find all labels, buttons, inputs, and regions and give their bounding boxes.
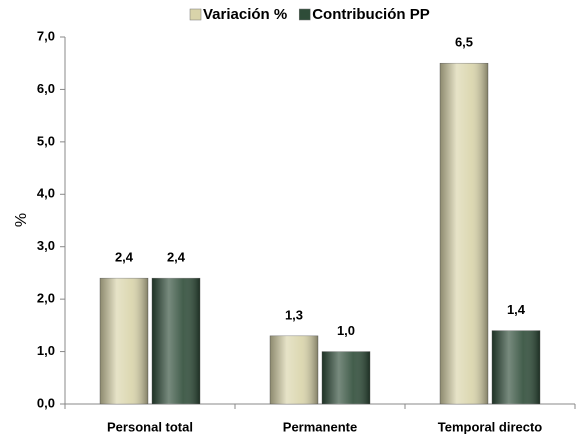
y-tick-label: 5,0: [37, 133, 55, 148]
bar: [491, 330, 541, 405]
bar: [269, 335, 319, 405]
y-tick-label: 6,0: [37, 81, 55, 96]
y-tick-label: 1,0: [37, 343, 55, 358]
value-label: 1,4: [507, 302, 526, 317]
value-label: 1,3: [285, 307, 303, 322]
value-label: 6,5: [455, 35, 473, 50]
x-tick-label: Temporal directo: [438, 419, 543, 434]
value-label: 1,0: [337, 323, 355, 338]
legend-label: Variación %: [203, 6, 287, 23]
bar: [99, 277, 149, 405]
y-tick-label: 0,0: [37, 395, 55, 410]
y-tick-label: 3,0: [37, 238, 55, 253]
bar: [151, 277, 201, 405]
legend-swatch: [189, 8, 202, 21]
x-tick-label: Permanente: [283, 419, 357, 434]
y-tick-label: 7,0: [37, 28, 55, 43]
bar: [439, 62, 489, 405]
y-tick-label: 4,0: [37, 186, 55, 201]
x-tick-label: Personal total: [107, 419, 193, 434]
legend-label: Contribución PP: [312, 6, 430, 23]
y-tick-label: 2,0: [37, 291, 55, 306]
legend-swatch: [298, 8, 311, 21]
value-label: 2,4: [167, 250, 186, 265]
y-axis-label: %: [13, 213, 30, 227]
bar: [321, 351, 371, 405]
value-label: 2,4: [115, 250, 134, 265]
